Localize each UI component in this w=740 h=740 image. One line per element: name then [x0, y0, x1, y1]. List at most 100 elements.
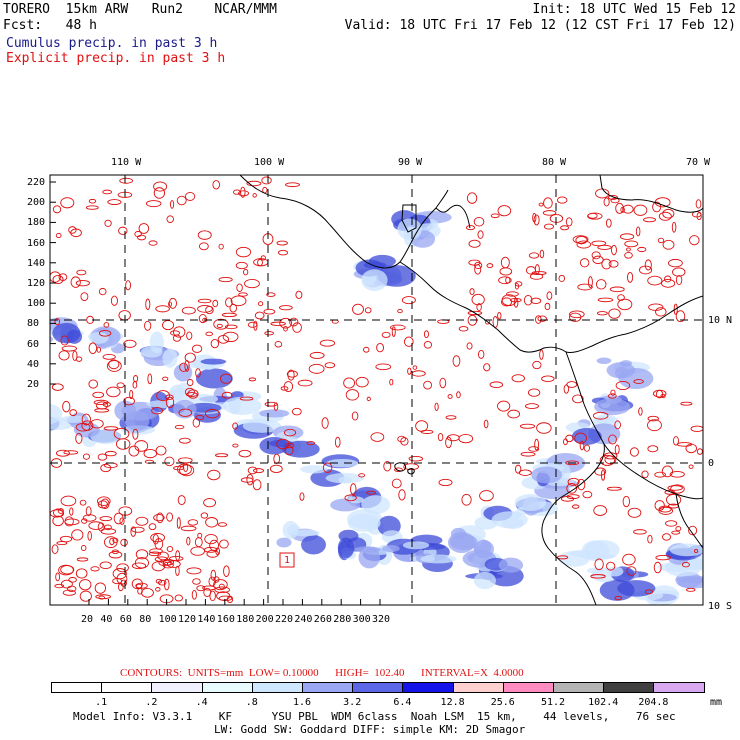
explicit-contour [662, 239, 675, 250]
explicit-contour [195, 414, 205, 421]
explicit-contour [63, 450, 79, 455]
explicit-contour [350, 483, 357, 495]
explicit-contour [183, 462, 189, 473]
explicit-contour [490, 213, 500, 219]
explicit-contour [622, 553, 636, 566]
explicit-contour [82, 514, 97, 522]
explicit-contour [79, 499, 87, 506]
explicit-contour [247, 466, 258, 475]
explicit-contour [276, 438, 290, 450]
explicit-contour [654, 500, 665, 511]
explicit-contour [292, 322, 302, 333]
explicit-contour [473, 217, 485, 227]
explicit-contour [221, 312, 237, 318]
cumulus-patch [381, 545, 400, 553]
explicit-contour [252, 479, 262, 491]
explicit-contour [184, 352, 196, 363]
explicit-contour [569, 312, 582, 322]
x-tick-label: 200 [255, 614, 274, 625]
explicit-contour [321, 417, 329, 429]
explicit-contour [601, 258, 612, 270]
explicit-contour [75, 422, 91, 432]
colorbar-cell [251, 682, 303, 693]
explicit-contour [403, 463, 419, 471]
cumulus-patch [473, 571, 496, 590]
explicit-contour [166, 560, 181, 568]
explicit-contour [546, 291, 553, 300]
explicit-contour [592, 255, 604, 265]
explicit-contour [51, 383, 64, 391]
explicit-contour [582, 490, 593, 499]
explicit-contour [615, 202, 624, 214]
explicit-contour [383, 460, 392, 472]
explicit-contour [610, 197, 620, 204]
x-tick-label: 120 [178, 614, 197, 625]
explicit-contour [476, 303, 482, 312]
explicit-contour [166, 545, 174, 552]
explicit-contour [653, 561, 662, 574]
explicit-contour [207, 469, 221, 481]
explicit-contour [197, 532, 203, 539]
cumulus-patch [50, 403, 63, 425]
explicit-contour [322, 462, 333, 473]
explicit-contour [291, 407, 302, 416]
explicit-contour [643, 217, 657, 223]
explicit-contour [287, 369, 295, 381]
explicit-contour [461, 493, 472, 506]
explicit-contour [205, 517, 219, 528]
explicit-contour [123, 396, 135, 406]
explicit-contour [205, 331, 214, 337]
explicit-contour [210, 569, 217, 581]
y-tick-label: 140 [27, 257, 46, 269]
explicit-contour [458, 326, 469, 332]
explicit-contour [513, 297, 519, 308]
explicit-contour [478, 349, 485, 359]
explicit-contour [608, 434, 617, 445]
cumulus-patch [189, 393, 218, 404]
explicit-contour [59, 535, 73, 543]
explicit-contour [283, 428, 297, 437]
map-frame [49, 174, 704, 606]
explicit-contour [174, 594, 183, 602]
explicit-contour [644, 589, 654, 595]
x-tick-label: 20 [81, 614, 94, 625]
cumulus-patch [669, 543, 703, 557]
cumulus-patch [149, 331, 164, 354]
colorbar-units: mm [709, 697, 723, 708]
explicit-contour [279, 317, 293, 329]
explicit-contour [352, 303, 364, 315]
explicit-contour [681, 561, 690, 568]
explicit-contour [103, 524, 112, 531]
explicit-contour [88, 198, 97, 204]
y-tick-label: 100 [27, 298, 46, 310]
explicit-contour [576, 240, 592, 249]
explicit-contour [675, 310, 686, 323]
coastline [239, 175, 703, 605]
explicit-contour [270, 321, 286, 326]
explicit-contour [438, 478, 453, 487]
explicit-contour [274, 341, 283, 348]
explicit-contour [474, 261, 483, 270]
explicit-contour [254, 311, 265, 320]
explicit-contour [531, 271, 547, 276]
explicit-contour [99, 561, 112, 570]
explicit-contour [100, 498, 110, 510]
explicit-contour [655, 307, 667, 317]
explicit-contour [186, 378, 194, 387]
explicit-contour [148, 551, 162, 557]
explicit-contour [587, 212, 598, 219]
explicit-contour [596, 279, 607, 290]
explicit-contour [218, 243, 224, 250]
explicit-contour [106, 386, 121, 398]
x-tick-label: 160 [216, 614, 235, 625]
explicit-contour [98, 287, 107, 296]
explicit-contour [617, 294, 625, 301]
y-tick-label: 80 [27, 318, 40, 330]
explicit-contour [543, 223, 554, 230]
explicit-contour [565, 217, 573, 227]
explicit-contour [135, 516, 149, 526]
explicit-contour [170, 200, 175, 209]
explicit-contour [200, 512, 209, 519]
x-tick-label: 60 [119, 614, 132, 625]
explicit-contour [195, 368, 201, 378]
